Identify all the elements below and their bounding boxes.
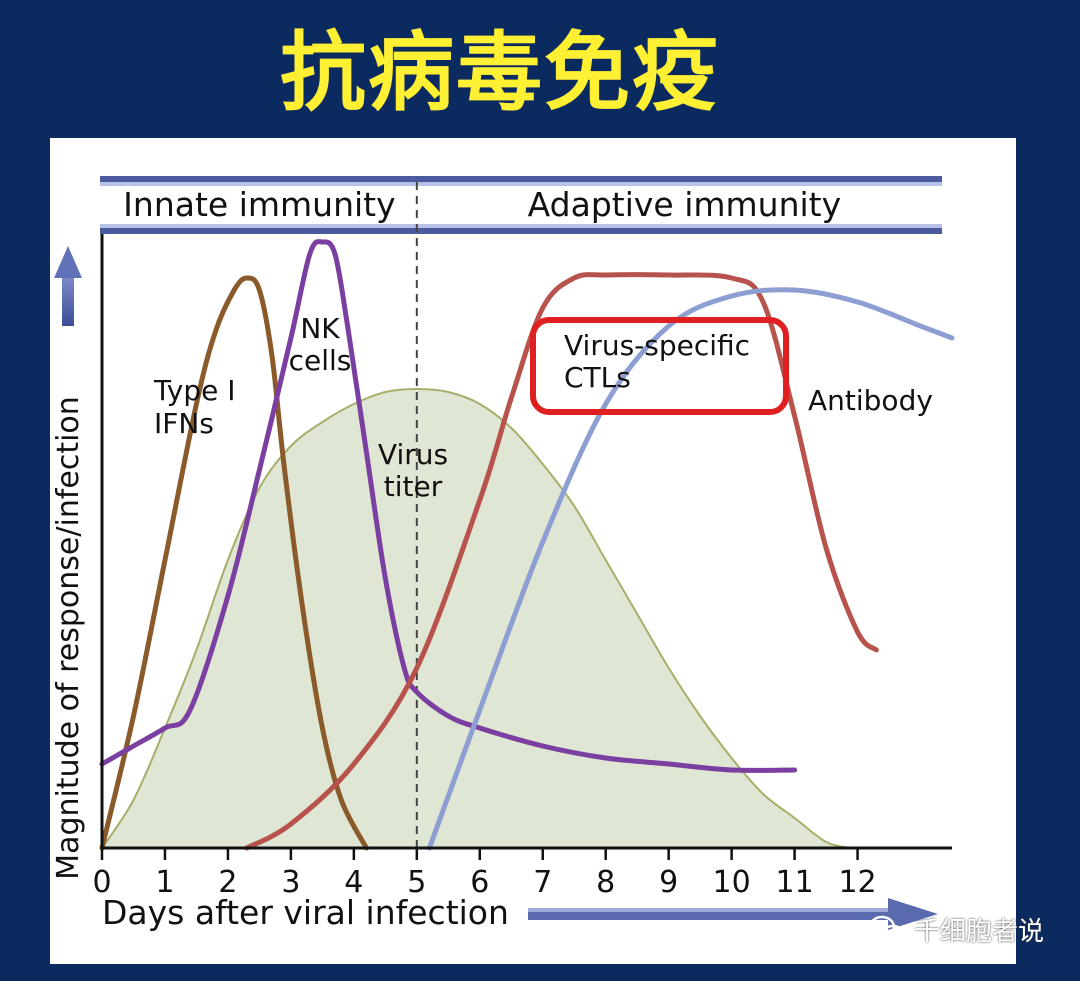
x-tick-label-7: 7 xyxy=(533,865,552,900)
watermark: 千细胞者说 xyxy=(868,911,1044,948)
series-line-virus-specific-ctls xyxy=(244,272,879,851)
label-virus-titer: Virus titer xyxy=(378,438,448,503)
x-tick-label-11: 11 xyxy=(775,865,813,900)
x-tick-label-2: 2 xyxy=(218,865,237,900)
x-tick-label-4: 4 xyxy=(344,865,363,900)
area-layer xyxy=(101,387,852,849)
x-tick-label-8: 8 xyxy=(596,865,615,900)
x-tick-label-12: 12 xyxy=(838,865,876,900)
x-tick-label-9: 9 xyxy=(659,865,678,900)
line-layer xyxy=(99,239,955,851)
phase-label-adaptive: Adaptive immunity xyxy=(528,185,841,224)
label-nk-cells: NK cells xyxy=(289,312,352,377)
series-fill-virus-titer xyxy=(102,389,852,848)
ctl-highlight-box xyxy=(530,317,789,415)
x-tick-label-0: 0 xyxy=(92,865,111,900)
phase-bar-bottom-line xyxy=(100,228,942,234)
phase-label-innate: Innate immunity xyxy=(123,185,395,224)
label-antibody: Antibody xyxy=(808,384,933,417)
x-tick-label-10: 10 xyxy=(713,865,751,900)
immune-response-chart: Innate immunity Adaptive immunity Magnit… xyxy=(51,176,955,932)
slide-title: 抗病毒免疫 xyxy=(280,23,720,123)
x-ticks: 0 1 2 3 4 5 6 7 8 9 10 11 12 xyxy=(92,848,877,900)
x-tick-label-5: 5 xyxy=(407,865,426,900)
series-line-antibody xyxy=(426,287,955,851)
phase-bar-bottom-highlight xyxy=(100,224,942,228)
series-line-nk-cells xyxy=(99,239,798,773)
series-line-virus-titer xyxy=(101,387,852,849)
chart-panel: Innate immunity Adaptive immunity Magnit… xyxy=(50,138,1016,964)
x-tick-label-3: 3 xyxy=(281,865,300,900)
watermark-text: 千细胞者说 xyxy=(913,917,1044,947)
series-line-type-i-ifns xyxy=(99,275,369,851)
phase-bar: Innate immunity Adaptive immunity xyxy=(100,176,942,234)
y-axis-arrow xyxy=(54,246,82,326)
y-axis-label: Magnitude of response/infection xyxy=(51,396,86,880)
phase-bar-top-line xyxy=(100,176,942,182)
wechat-icon xyxy=(868,915,905,943)
label-type-i-ifns: Type I IFNs xyxy=(153,374,235,440)
label-virus-specific-ctls: Virus-specific CTLs xyxy=(564,329,750,394)
series-labels: Type I IFNs NK cells Virus titer Virus-spec… xyxy=(153,312,933,503)
x-tick-label-1: 1 xyxy=(155,865,174,900)
phase-bar-top-highlight xyxy=(100,182,942,186)
x-axis-arrow xyxy=(528,898,938,930)
x-tick-label-6: 6 xyxy=(470,865,489,900)
x-axis-label: Days after viral infection xyxy=(102,893,509,932)
